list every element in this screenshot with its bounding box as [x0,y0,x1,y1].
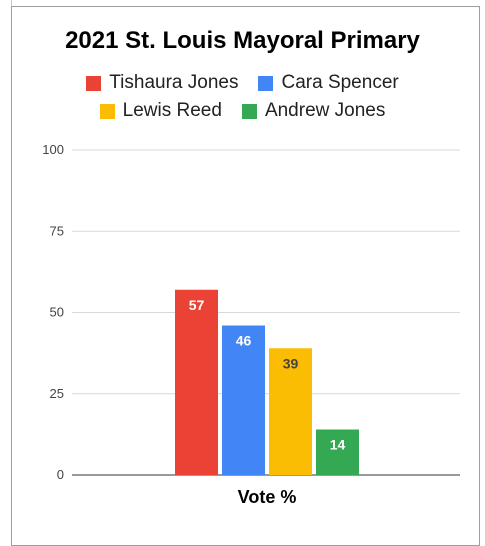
bar-tishaura-jones [175,289,218,475]
legend-swatch-tishaura-jones [86,75,102,91]
y-tick-label-25: 25 [50,386,64,401]
legend-swatch-andrew-jones [241,103,257,119]
bar-andrew-jones [316,429,359,475]
legend-label-tishaura-jones: Tishaura Jones [109,72,239,93]
y-tick-label-0: 0 [57,467,64,482]
chart-title: 2021 St. Louis Mayoral Primary [65,27,420,54]
data-label-lewis-reed: 39 [283,355,299,371]
legend-label-lewis-reed: Lewis Reed [122,100,222,121]
legend-row-2: Lewis Reed Andrew Jones [0,100,485,122]
legend-swatch-lewis-reed [99,103,115,119]
x-category-label: Vote % [238,487,297,507]
legend-item-andrew-jones[interactable]: Andrew Jones [241,100,386,122]
data-label-tishaura-jones: 57 [189,297,205,313]
legend-swatch-cara-spencer [258,75,274,91]
bar-lewis-reed [269,348,312,475]
legend-item-lewis-reed[interactable]: Lewis Reed [99,100,222,122]
legend-label-cara-spencer: Cara Spencer [281,72,399,93]
y-tick-label-100: 100 [42,142,64,157]
data-label-andrew-jones: 14 [330,437,346,453]
legend-item-tishaura-jones[interactable]: Tishaura Jones [86,72,238,94]
y-tick-label-50: 50 [50,305,64,320]
legend-label-andrew-jones: Andrew Jones [264,100,386,121]
data-label-cara-spencer: 46 [236,333,252,349]
bar-cara-spencer [222,325,265,475]
legend-row-1: Tishaura Jones Cara Spencer [0,72,485,94]
bar-chart-plot: 0 25 50 75 100 57 46 39 14 Vote % [42,142,460,507]
legend-item-cara-spencer[interactable]: Cara Spencer [258,72,399,94]
y-tick-label-75: 75 [50,223,64,238]
